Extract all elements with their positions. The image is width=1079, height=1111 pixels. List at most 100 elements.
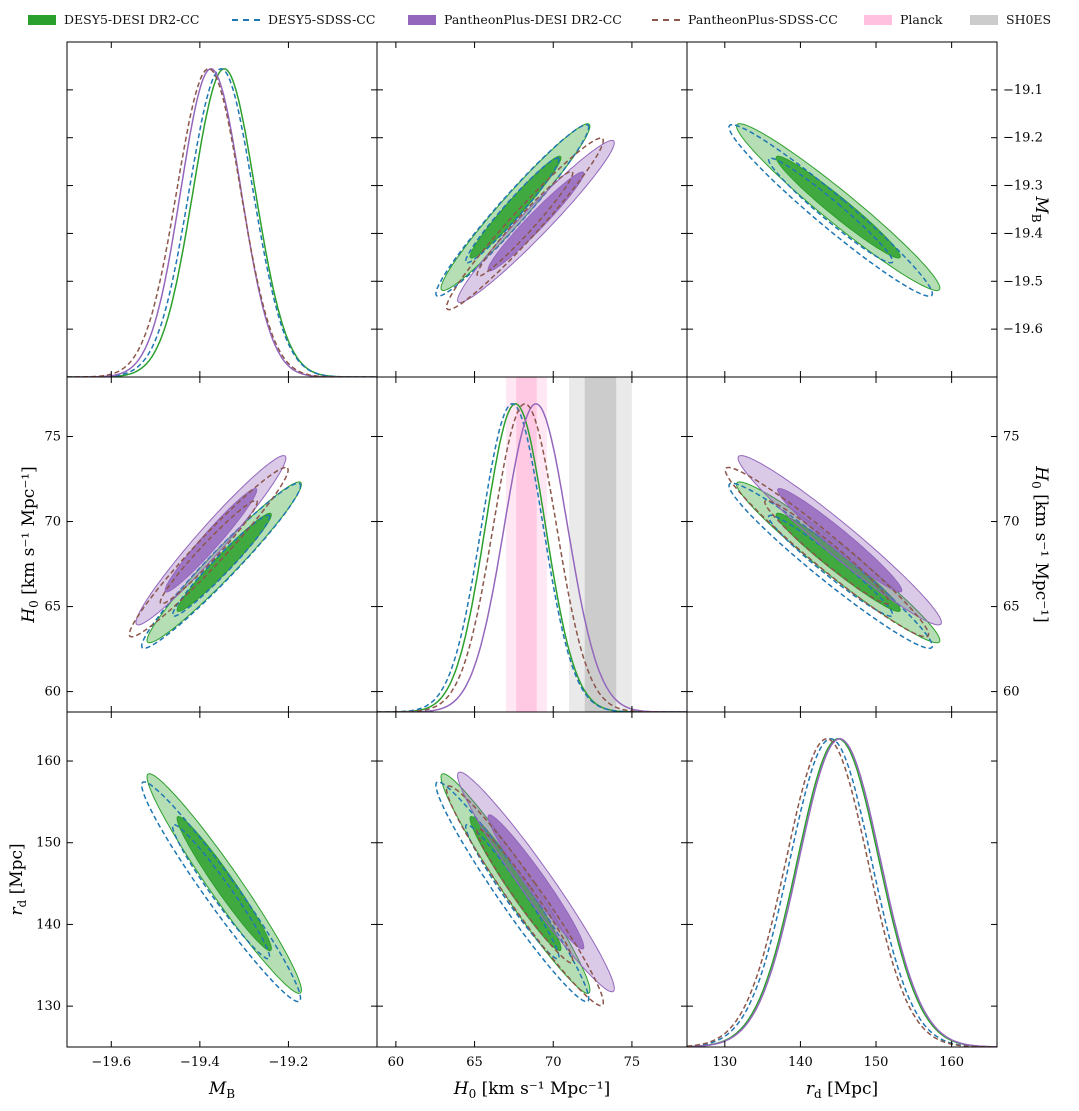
x-tick-label-rd: 140 [788,1055,813,1070]
contour-2sigma-series-3 [445,137,605,311]
posterior-MB-series-2 [67,68,377,377]
contour-2sigma-series-1 [728,482,934,650]
legend-swatch-shoes [970,14,998,25]
posterior-MB-series-1 [67,68,377,377]
y-tick-label-H0: 60 [44,685,61,700]
panel-H0-vs-rd [724,455,942,650]
legend-swatch-desy5-desi [28,14,56,25]
x-tick-label-MB: −19.4 [180,1055,220,1070]
legend-label-pantheon-desi: PantheonPlus-DESI DR2-CC [444,12,622,27]
contour-2sigma-series-1 [140,482,302,650]
x-tick-label-rd: 160 [939,1055,964,1070]
legend-item-desy5-desi: DESY5-DESI DR2-CC [28,12,200,27]
y-tick-label-right-H0: 60 [1003,685,1020,700]
x-tick-label-H0: 60 [388,1055,405,1070]
contour-1sigma-series-1 [171,823,271,960]
contour-1sigma-series-3 [159,499,258,605]
legend-label-desy5-sdss: DESY5-SDSS-CC [268,12,376,27]
x-axis-label-rd: rd [Mpc] [806,1079,878,1101]
panel-diag-MB [67,68,377,377]
posterior-rd-series-2 [687,738,997,1047]
contour-2sigma-series-3 [445,785,605,1007]
y-tick-label-right-H0: 65 [1003,600,1020,615]
contour-2sigma-series-1 [435,123,590,297]
contour-1sigma-series-3 [764,499,890,605]
legend-label-pantheon-sdss: PantheonPlus-SDSS-CC [688,12,838,27]
y-tick-label-rd: 130 [36,999,61,1014]
y-axis-label-rd: rd [Mpc] [7,843,29,915]
contour-2sigma-series-3 [128,466,289,638]
y-tick-label-right-H0: 70 [1003,515,1020,530]
legend-label-desy5-desi: DESY5-DESI DR2-CC [64,12,200,27]
x-axis-label-H0: H0 [km s⁻¹ Mpc⁻¹] [453,1079,610,1101]
legend-swatch-pantheon-desi [408,14,436,25]
y-axis-label-right-MB: MB [1029,195,1051,222]
y-tick-label-right-MB: −19.5 [1003,274,1043,289]
y-tick-label-right-MB: −19.3 [1003,179,1043,194]
legend-item-pantheon-sdss: PantheonPlus-SDSS-CC [652,12,838,27]
posterior-rd-series-0 [687,738,997,1047]
contour-1sigma-series-1 [171,514,271,617]
y-tick-label-H0: 65 [44,600,61,615]
posterior-H0-series-1 [377,403,687,712]
y-tick-label-right-MB: −19.4 [1003,226,1043,241]
legend-label-planck: Planck [900,12,943,27]
contour-1sigma-series-1 [767,157,894,264]
contour-1sigma-series-1 [464,157,560,264]
y-axis-label-H0: H0 [km s⁻¹ Mpc⁻¹] [19,466,41,623]
ticks: −19.6 −19.4 −19.2 60 65 70 75 130 140 150 160 −19.1… [36,42,1043,1070]
legend-item-shoes: SH0ES [970,12,1051,27]
band-2sigma-1 [568,377,632,712]
panel-diag-rd [687,738,997,1047]
x-tick-label-H0: 65 [466,1055,483,1070]
legend: DESY5-DESI DR2-CC DESY5-SDSS-CC Pantheon… [0,6,1079,36]
panel-MB-vs-rd [728,123,941,297]
contour-2sigma-series-1 [728,123,934,297]
contour-1sigma-series-1 [767,514,894,617]
x-tick-label-rd: 150 [864,1055,889,1070]
x-tick-label-MB: −19.2 [269,1055,309,1070]
band-1sigma-0 [516,377,537,712]
y-tick-label-right-H0: 75 [1003,430,1020,445]
posterior-rd-series-3 [687,738,997,1047]
contour-1sigma-series-2 [777,488,903,593]
contour-2sigma-series-3 [724,466,930,638]
posterior-MB-series-0 [67,68,377,377]
y-tick-label-H0: 75 [44,430,61,445]
contour-2sigma-series-1 [140,781,302,1003]
y-tick-label-right-MB: −19.2 [1003,131,1043,146]
y-tick-label-right-MB: −19.6 [1003,322,1043,337]
y-tick-label-rd: 160 [36,754,61,769]
panel-rd-vs-H0 [435,771,615,1007]
legend-swatch-pantheon-sdss [652,18,680,21]
y-tick-label-rd: 150 [36,836,61,851]
y-tick-label-right-MB: −19.1 [1003,83,1043,98]
posterior-MB-series-3 [67,68,377,377]
legend-label-shoes: SH0ES [1006,12,1052,27]
y-axis-label-right-H0: H0 [km s⁻¹ Mpc⁻¹] [1029,465,1051,622]
x-tick-label-MB: −19.6 [91,1055,131,1070]
x-tick-label-H0: 70 [545,1055,562,1070]
axis-labels: MB H0 [km s⁻¹ Mpc⁻¹] rd [Mpc] H0 [km s⁻¹ Mp… [7,195,1051,1101]
contour-1sigma-series-0 [176,815,272,952]
y-tick-label-rd: 140 [36,917,61,932]
y-tick-label-H0: 70 [44,515,61,530]
contour-1sigma-series-3 [476,828,574,964]
panels [67,68,997,1047]
band-1sigma-1 [584,377,617,712]
posterior-rd-series-1 [687,738,997,1047]
panel-MB-vs-H0 [435,123,615,311]
contour-1sigma-series-3 [476,170,574,277]
posterior-H0-series-3 [377,403,687,712]
legend-item-pantheon-desi: PantheonPlus-DESI DR2-CC [408,12,622,27]
posterior-H0-series-2 [377,403,687,712]
legend-swatch-planck [864,14,892,25]
x-axis-label-MB: MB [208,1079,235,1101]
panel-frame-2-2 [686,711,998,1048]
x-tick-label-H0: 75 [624,1055,641,1070]
legend-item-planck: Planck [864,12,943,27]
panel-diag-H0 [377,377,687,712]
panel-H0-vs-MB [128,455,302,650]
panel-rd-vs-MB [140,773,302,1003]
